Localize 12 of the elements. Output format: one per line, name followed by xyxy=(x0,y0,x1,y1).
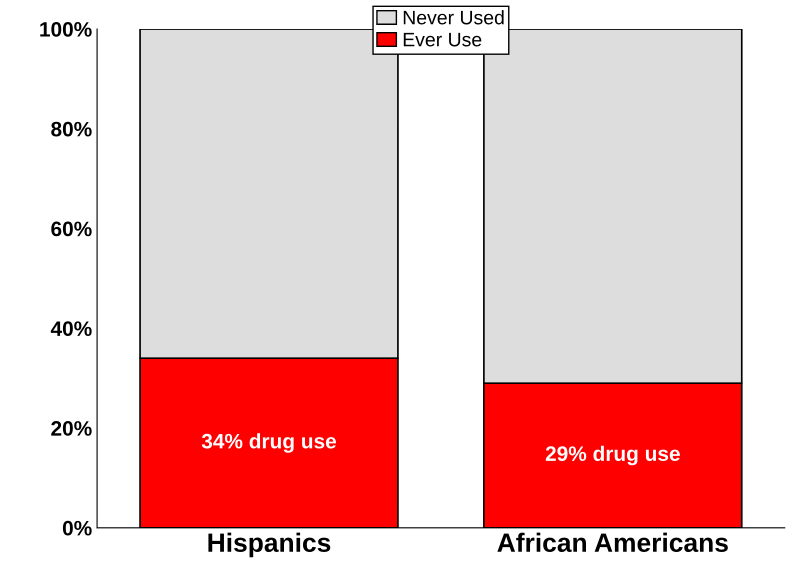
y-tick-label: 80% xyxy=(51,122,92,137)
legend-label: Ever Use xyxy=(404,32,482,46)
data-label: 34% drug use xyxy=(202,433,336,453)
x-tick-label: Hispanics xyxy=(208,532,330,558)
x-tick-label: African Americans xyxy=(497,532,728,552)
y-tick-label: 60% xyxy=(51,222,92,236)
data-label: 29% drug use xyxy=(546,446,680,466)
y-tick-label: 0% xyxy=(62,520,92,536)
y-tick-label: 100% xyxy=(40,22,92,37)
legend-label: Never Used xyxy=(404,10,504,24)
y-tick-label: 40% xyxy=(50,321,92,336)
y-tick-label: 20% xyxy=(51,421,92,436)
